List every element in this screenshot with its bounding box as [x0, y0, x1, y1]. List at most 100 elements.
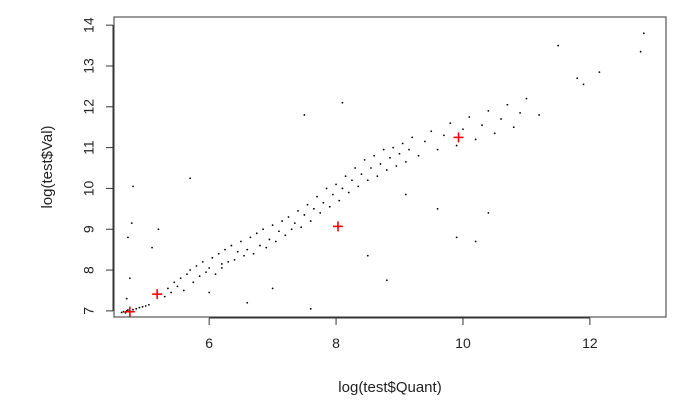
highlight-point	[332, 221, 343, 232]
data-point	[186, 273, 188, 276]
data-point	[303, 114, 306, 116]
data-point	[130, 222, 133, 225]
data-point	[576, 77, 579, 80]
data-point	[278, 230, 280, 233]
data-point	[306, 203, 309, 206]
data-point	[449, 122, 452, 125]
data-point	[132, 185, 134, 188]
highlight-point	[453, 132, 464, 143]
data-point	[122, 310, 125, 313]
data-point	[411, 136, 414, 139]
data-point	[357, 185, 360, 188]
data-point	[309, 220, 312, 222]
highlight-point	[152, 289, 163, 300]
data-point	[127, 236, 129, 239]
data-point	[398, 152, 401, 155]
y-tick-label: 9	[81, 225, 97, 233]
data-point	[379, 163, 382, 165]
data-point	[366, 179, 369, 182]
data-point	[404, 160, 407, 163]
x-tick-label: 6	[205, 335, 213, 351]
data-point	[249, 236, 252, 239]
data-point	[144, 305, 147, 307]
data-point	[217, 252, 220, 255]
data-point	[500, 118, 502, 120]
data-point	[243, 254, 245, 257]
data-point	[401, 142, 404, 145]
data-point	[331, 193, 334, 196]
data-point	[436, 207, 439, 210]
x-tick-label: 10	[455, 335, 471, 351]
data-point	[341, 101, 344, 104]
data-point	[290, 228, 293, 231]
x-axis-label: log(test$Quant)	[338, 379, 441, 396]
data-point	[639, 50, 642, 53]
data-point	[141, 305, 144, 308]
y-axis-label: log(test$Val)	[39, 125, 56, 208]
data-point	[189, 177, 192, 180]
y-tick-label: 14	[81, 17, 97, 33]
data-point	[271, 224, 274, 227]
data-point	[147, 303, 150, 306]
data-point	[408, 148, 410, 151]
data-point	[205, 271, 207, 274]
data-point	[170, 291, 173, 294]
data-point	[404, 193, 407, 196]
data-point	[455, 144, 458, 147]
data-point	[519, 112, 521, 114]
data-point	[195, 265, 198, 267]
data-point	[338, 199, 341, 202]
data-point	[255, 232, 258, 235]
data-point	[370, 167, 372, 169]
data-point	[462, 128, 464, 131]
data-point	[312, 207, 315, 210]
data-point	[167, 287, 169, 290]
data-point	[376, 175, 379, 178]
data-point	[214, 273, 217, 276]
data-point	[246, 301, 249, 304]
data-point	[192, 281, 195, 284]
x-axis: 6 8 10 12	[205, 317, 598, 351]
data-point	[493, 132, 496, 135]
data-point	[389, 156, 391, 159]
data-point	[328, 205, 331, 208]
data-point	[135, 307, 138, 310]
data-point	[293, 222, 296, 225]
data-point	[487, 109, 490, 112]
x-tick-label: 12	[582, 335, 598, 351]
data-point	[233, 258, 236, 261]
plot-frame	[113, 16, 667, 318]
data-point	[271, 287, 274, 290]
data-point	[163, 295, 166, 298]
data-point	[176, 285, 179, 288]
highlight-point	[124, 306, 135, 317]
data-point	[227, 260, 230, 263]
data-point	[224, 248, 226, 251]
data-point	[208, 291, 211, 294]
data-point	[344, 175, 347, 178]
data-point	[382, 148, 385, 151]
data-point	[512, 126, 515, 129]
data-point	[189, 269, 192, 271]
data-point	[268, 238, 271, 241]
data-point	[300, 226, 303, 229]
data-point	[436, 148, 439, 151]
data-point	[363, 158, 366, 161]
y-tick-label: 13	[81, 58, 97, 74]
data-point	[316, 195, 318, 198]
data-point	[173, 281, 176, 284]
data-point	[366, 254, 369, 257]
data-point	[239, 240, 242, 243]
data-point	[230, 244, 233, 247]
data-point	[538, 114, 541, 116]
data-point	[246, 248, 249, 251]
data-point	[309, 307, 312, 310]
x-tick-label: 8	[332, 335, 340, 351]
data-point	[236, 250, 239, 253]
data-point	[179, 277, 182, 280]
data-point	[481, 124, 483, 127]
data-point	[582, 83, 585, 86]
data-point	[128, 277, 131, 280]
